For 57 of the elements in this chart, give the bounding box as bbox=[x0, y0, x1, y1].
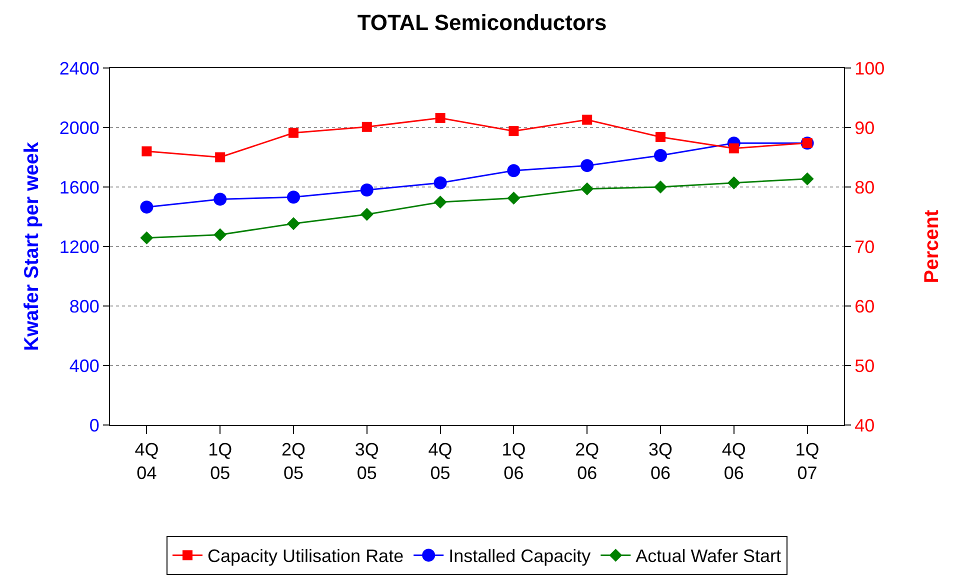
x-tick-label: 2Q 06 bbox=[575, 440, 600, 483]
point bbox=[727, 176, 740, 190]
point bbox=[654, 180, 667, 194]
point bbox=[360, 208, 374, 221]
x-tick-label: 4Q 06 bbox=[722, 440, 746, 483]
point bbox=[214, 192, 227, 206]
y-tick-label: 400 bbox=[69, 356, 100, 376]
point bbox=[580, 182, 594, 196]
x-tick-label: 1Q 05 bbox=[208, 440, 232, 483]
legend-label: Actual Wafer Start bbox=[636, 546, 782, 566]
x-tick-label: 1Q 07 bbox=[795, 440, 820, 483]
x-tick-label: 3Q 06 bbox=[648, 440, 673, 483]
point bbox=[728, 143, 739, 154]
y-tick-label: 0 bbox=[89, 415, 100, 436]
point bbox=[507, 164, 520, 178]
x-tick-label: 1Q 06 bbox=[502, 440, 526, 483]
point bbox=[288, 128, 298, 138]
legend-label: Installed Capacity bbox=[448, 546, 591, 566]
point bbox=[362, 122, 372, 132]
y-tick-label: 2400 bbox=[59, 58, 100, 78]
y-axis-title: Kwafer Start per week bbox=[20, 141, 43, 351]
y2-tick-label: 50 bbox=[854, 356, 875, 376]
point bbox=[434, 196, 447, 209]
point bbox=[287, 217, 300, 230]
point bbox=[654, 148, 667, 162]
y2-tick-label: 100 bbox=[854, 58, 885, 78]
point bbox=[580, 159, 594, 172]
point bbox=[435, 112, 446, 123]
y-tick-label: 1600 bbox=[59, 177, 100, 198]
x-tick-label: 4Q 05 bbox=[428, 440, 452, 483]
y-tick-label: 800 bbox=[69, 296, 100, 316]
legend-label: Capacity Utilisation Rate bbox=[208, 546, 404, 566]
point bbox=[507, 192, 520, 205]
y2-tick-label: 80 bbox=[854, 177, 875, 198]
point bbox=[800, 172, 814, 186]
point bbox=[215, 152, 226, 162]
point bbox=[287, 190, 300, 204]
x-tick-label: 2Q 05 bbox=[281, 440, 306, 483]
point bbox=[360, 183, 374, 196]
point bbox=[140, 231, 154, 244]
point bbox=[142, 146, 152, 156]
y2-tick-label: 40 bbox=[854, 415, 875, 436]
y2-tick-label: 70 bbox=[854, 236, 875, 257]
point bbox=[656, 132, 666, 142]
x-tick-label: 4Q 04 bbox=[134, 440, 159, 483]
x-tick-label: 3Q 05 bbox=[354, 440, 379, 483]
y-tick-label: 2000 bbox=[59, 118, 100, 138]
chart-title: TOTAL Semiconductors bbox=[357, 10, 607, 35]
point bbox=[582, 114, 592, 125]
y-tick-label: 1200 bbox=[59, 236, 100, 257]
y2-tick-label: 90 bbox=[854, 118, 875, 138]
y2-axis-title: Percent bbox=[921, 209, 944, 284]
point bbox=[140, 200, 154, 214]
point bbox=[214, 228, 227, 242]
point bbox=[434, 176, 447, 190]
point bbox=[508, 126, 519, 136]
y2-tick-label: 60 bbox=[854, 296, 875, 316]
